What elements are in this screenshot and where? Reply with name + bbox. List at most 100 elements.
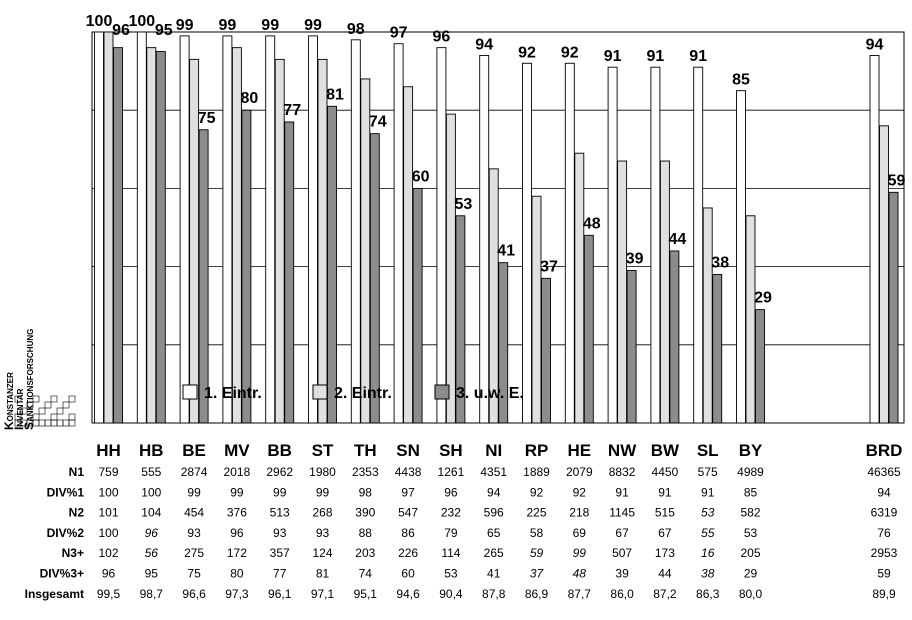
table-cell: 2953	[871, 546, 898, 560]
table-cell: 1889	[523, 465, 550, 479]
bar	[702, 207, 713, 424]
bar	[189, 58, 200, 424]
institute-label-line: KONSTANZER	[2, 230, 16, 430]
table-cell: 88	[359, 526, 373, 540]
table-cell: 100	[98, 526, 118, 540]
category-label: HE	[567, 441, 591, 460]
table-cell: 172	[227, 546, 247, 560]
table-cell: 95	[145, 567, 159, 581]
bar	[179, 35, 190, 424]
legend-swatch	[312, 384, 328, 400]
logo-grid-cell	[44, 401, 52, 409]
table-cell: 85	[744, 485, 758, 499]
bar	[317, 58, 328, 424]
data-label: 92	[518, 44, 536, 61]
bar	[369, 133, 380, 424]
table-cell: 53	[701, 506, 715, 520]
bar	[659, 160, 670, 424]
table-row-label: Insgesamt	[25, 587, 84, 601]
table-cell: 6319	[871, 506, 898, 520]
table-cell: 203	[355, 546, 375, 560]
table-cell: 91	[615, 485, 629, 499]
table-cell: 39	[615, 567, 629, 581]
category-label: BY	[739, 441, 763, 460]
category-label: BW	[651, 441, 680, 460]
data-label: 100	[86, 13, 113, 30]
table-cell: 37	[530, 567, 545, 581]
category-label: SH	[439, 441, 463, 460]
bar	[541, 277, 551, 424]
data-label: 39	[626, 251, 644, 268]
data-label: 96	[112, 22, 130, 39]
table-cell: 55	[701, 526, 715, 540]
category-label: ST	[312, 441, 334, 460]
table-cell: 91	[658, 485, 672, 499]
table-cell: 77	[273, 567, 287, 581]
table-cell: 65	[487, 526, 501, 540]
bar	[607, 66, 618, 424]
table-cell: 59	[530, 546, 544, 560]
table-cell: 2353	[352, 465, 379, 479]
bar	[522, 62, 532, 424]
table-cell: 4438	[395, 465, 422, 479]
table-cell: 67	[658, 526, 672, 540]
table-row-label: DIV%1	[47, 485, 85, 499]
bar	[531, 195, 542, 424]
table-cell: 114	[441, 546, 460, 560]
data-label: 75	[198, 110, 216, 127]
bar	[198, 129, 209, 424]
data-label: 92	[561, 44, 579, 61]
table-cell: 96,6	[182, 587, 206, 601]
table-row-label: N3+	[62, 546, 84, 560]
data-label: 99	[219, 17, 237, 34]
table-cell: 44	[658, 567, 672, 581]
table-cell: 97	[401, 485, 415, 499]
data-label: 85	[732, 72, 750, 89]
table-cell: 102	[98, 546, 118, 560]
bar	[455, 215, 466, 424]
logo-grid-cell	[50, 413, 58, 421]
table-cell: 547	[398, 506, 418, 520]
table-cell: 376	[227, 506, 247, 520]
legend-label: 2. Eintr.	[334, 385, 392, 402]
table-cell: 80,0	[739, 587, 763, 601]
institute-label-line: INVENTAR	[12, 230, 26, 430]
data-label: 95	[155, 22, 173, 39]
table-cell: 390	[355, 506, 375, 520]
table-cell: 53	[444, 567, 458, 581]
legend-swatch	[182, 384, 198, 400]
table-cell: 100	[141, 485, 161, 499]
logo-grid-cell	[56, 419, 64, 427]
table-cell: 98	[359, 485, 373, 499]
institute-label-text: ANKTIONSFORSCHUNG	[26, 328, 35, 422]
table-cell: 2079	[566, 465, 593, 479]
table-cell: 99	[230, 485, 244, 499]
bar	[498, 262, 509, 424]
category-label: BRD	[866, 441, 903, 460]
table-cell: 104	[141, 506, 161, 520]
table-cell: 218	[569, 506, 589, 520]
category-label: SL	[697, 441, 719, 460]
data-label: 96	[433, 29, 451, 46]
table-cell: 4351	[480, 465, 507, 479]
table-row-label: N1	[69, 465, 85, 479]
logo-grid-cell	[38, 419, 46, 427]
data-label: 94	[866, 36, 884, 53]
bar	[755, 309, 765, 424]
data-label: 99	[304, 17, 322, 34]
data-label: 74	[369, 114, 387, 131]
bar	[488, 168, 499, 424]
bar	[617, 160, 628, 424]
bar	[403, 86, 414, 424]
bar	[626, 270, 637, 424]
data-label: 91	[689, 48, 707, 65]
legend-label: 1. Eintr.	[204, 385, 262, 402]
table-cell: 98,7	[140, 587, 164, 601]
table-cell: 60	[401, 567, 415, 581]
logo-grid-cell	[62, 419, 70, 427]
bar	[155, 51, 166, 424]
table-cell: 99	[273, 485, 287, 499]
bar	[564, 62, 575, 424]
logo-grid-cell	[44, 419, 52, 427]
